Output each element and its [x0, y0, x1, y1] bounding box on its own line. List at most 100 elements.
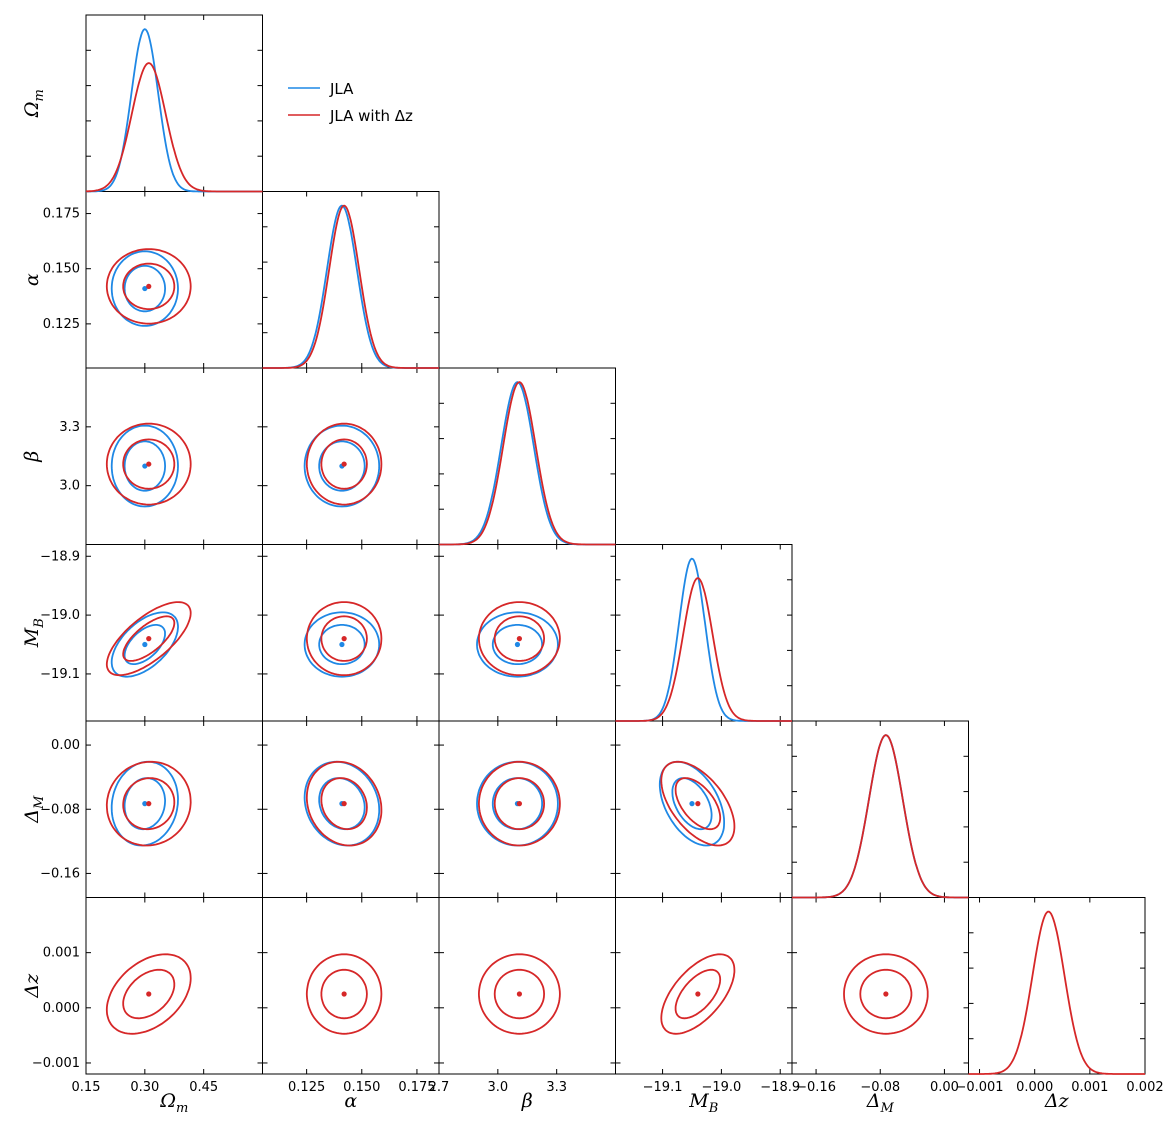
mean-point-Om-beta-jla-with-z: [146, 461, 152, 467]
mean-point-alpha-MB-jla: [339, 641, 345, 648]
y-axis-label-DM: ΔM: [21, 795, 47, 824]
marginal-MB-jla: [615, 557, 792, 722]
panel-frame-MB-MB: [615, 544, 793, 722]
contour-68-Om-MB-jla-with-z: [122, 615, 176, 662]
y-tick-label-alpha: 0.175: [43, 207, 80, 222]
mean-point-Om-MB-jla-with-z: [146, 636, 152, 642]
contour-68-Om-Dz-jla-with-z: [122, 968, 176, 1020]
x-axis-label-alpha: α: [344, 1090, 357, 1112]
contour-68-Om-alpha-jla-with-z: [122, 262, 176, 311]
legend-label-jla: JLA: [329, 80, 354, 98]
x-axis-label-sub: m: [176, 1101, 188, 1116]
x-axis-label-beta: β: [521, 1090, 533, 1112]
marginal-DM-jla-with-z: [792, 734, 969, 899]
mean-point-beta-DM-jla-with-z: [516, 801, 523, 807]
y-tick-label-DM: 0.00: [51, 738, 80, 753]
mean-point-Om-alpha-jla: [142, 285, 148, 292]
x-tick-label-Dz: 0.002: [1126, 1080, 1163, 1095]
y-axis-label-Om: Ωm: [21, 89, 47, 118]
y-tick-label-alpha: 0.150: [43, 262, 80, 277]
x-tick-label-beta: 3.3: [546, 1080, 567, 1095]
contour-68-Om-DM-jla-with-z: [122, 777, 176, 831]
contour-95-alpha-beta-jla: [303, 424, 381, 508]
y-axis-label-beta: β: [21, 451, 43, 463]
mean-point-Om-Dz-jla-with-z: [146, 991, 152, 997]
legend: JLA JLA with Δz: [288, 80, 413, 125]
y-axis-label-main: M: [21, 627, 43, 648]
y-axis-label-alpha: α: [21, 273, 43, 286]
contour-68-beta-DM-jla-with-z: [493, 777, 546, 831]
mean-point-beta-MB-jla-with-z: [516, 636, 523, 642]
panel-frame-Om-Om: [85, 14, 263, 192]
y-axis-label-main: Ω: [21, 102, 43, 119]
marginal-Dz-jla-with-z: [968, 910, 1145, 1075]
panel-frame-MB-beta: [438, 544, 616, 722]
x-tick-label-alpha: 0.125: [288, 1080, 325, 1095]
panel-frame-Dz-alpha: [262, 897, 440, 1075]
x-axis-label-main: M: [688, 1090, 709, 1112]
contour-95-Om-alpha-jla-with-z: [105, 248, 192, 325]
contour-95-beta-Dz-jla-with-z: [477, 953, 561, 1035]
panel-frame-MB-alpha: [262, 544, 440, 722]
mean-point-Om-alpha-jla-with-z: [146, 283, 152, 289]
y-tick-label-alpha: 0.125: [43, 317, 80, 332]
y-tick-label-MB: −18.9: [40, 549, 80, 564]
contour-95-beta-MB-jla-with-z: [477, 601, 561, 677]
panel-frame-MB-Om: [85, 544, 263, 722]
mean-point-Om-DM-jla-with-z: [146, 801, 152, 807]
marginal-DM-jla: [792, 734, 969, 899]
x-tick-label-alpha: 0.175: [398, 1080, 435, 1095]
contour-95-DM-Dz-jla-with-z: [843, 953, 929, 1035]
y-axis-label-main: Δ: [21, 809, 43, 824]
mean-point-Om-MB-jla: [142, 641, 148, 648]
contour-95-Om-beta-jla-with-z: [105, 422, 192, 506]
mean-point-beta-Dz-jla-with-z: [516, 991, 523, 997]
mean-point-Om-beta-jla: [142, 463, 148, 469]
x-tick-label-MB: −18.9: [760, 1080, 800, 1095]
x-axis-label-main: β: [521, 1090, 533, 1112]
mean-point-MB-DM-jla: [689, 801, 695, 807]
contour-95-Om-DM-jla-with-z: [105, 760, 192, 847]
x-tick-label-Dz: 0.000: [1016, 1080, 1053, 1095]
x-axis-label-Dz: Δz: [1044, 1090, 1070, 1112]
contour-95-alpha-Dz-jla-with-z: [305, 953, 383, 1035]
x-tick-label-Om: 0.45: [189, 1080, 218, 1095]
y-tick-label-Dz: 0.001: [43, 946, 80, 961]
contour-68-alpha-MB-jla-with-z: [320, 615, 368, 662]
panel-frame-DM-MB: [615, 720, 793, 898]
marginal-Om-jla-with-z: [85, 62, 263, 193]
x-axis-label-main: Δ: [866, 1090, 881, 1112]
contour-95-Om-MB-jla: [110, 611, 179, 678]
x-tick-label-beta: 2.7: [429, 1080, 450, 1095]
mean-point-beta-MB-jla: [514, 641, 521, 648]
mean-point-Om-DM-jla: [142, 801, 148, 807]
marginal-Om-jla: [86, 28, 263, 193]
contour-68-Om-alpha-jla: [123, 264, 167, 313]
contour-95-MB-DM-jla-with-z: [660, 760, 736, 847]
x-tick-label-DM: −0.08: [860, 1080, 900, 1095]
panel-frame-DM-DM: [791, 720, 969, 898]
contour-95-MB-Dz-jla-with-z: [660, 953, 736, 1035]
y-tick-label-Dz: −0.001: [32, 1056, 80, 1071]
contour-95-Om-MB-jla-with-z: [105, 601, 192, 677]
contour-95-alpha-MB-jla-with-z: [305, 601, 383, 677]
mean-point-alpha-beta-jla-with-z: [341, 461, 347, 467]
panel-frame-Dz-Dz: [968, 897, 1146, 1075]
marginal-beta-jla: [439, 381, 616, 546]
marginal-alpha-jla: [262, 204, 439, 369]
mean-point-DM-Dz-jla-with-z: [883, 991, 889, 997]
y-tick-label-DM: −0.16: [40, 866, 80, 881]
legend-label-jla-dz: JLA with Δz: [329, 107, 413, 125]
mean-point-alpha-DM-jla-with-z: [341, 801, 347, 807]
mean-point-alpha-Dz-jla-with-z: [341, 991, 347, 997]
mean-point-MB-DM-jla-with-z: [695, 801, 701, 807]
y-tick-label-MB: −19.1: [40, 667, 80, 682]
contour-68-beta-MB-jla-with-z: [493, 615, 546, 662]
y-tick-label-Dz: 0.000: [43, 1001, 80, 1016]
contour-68-Om-beta-jla-with-z: [122, 438, 176, 490]
y-tick-label-DM: −0.08: [40, 802, 80, 817]
panel-frame-DM-alpha: [262, 720, 440, 898]
y-axis-label-sub: M: [32, 795, 47, 810]
x-tick-label-beta: 3.0: [487, 1080, 508, 1095]
x-axis-label-Om: Ωm: [159, 1090, 188, 1116]
